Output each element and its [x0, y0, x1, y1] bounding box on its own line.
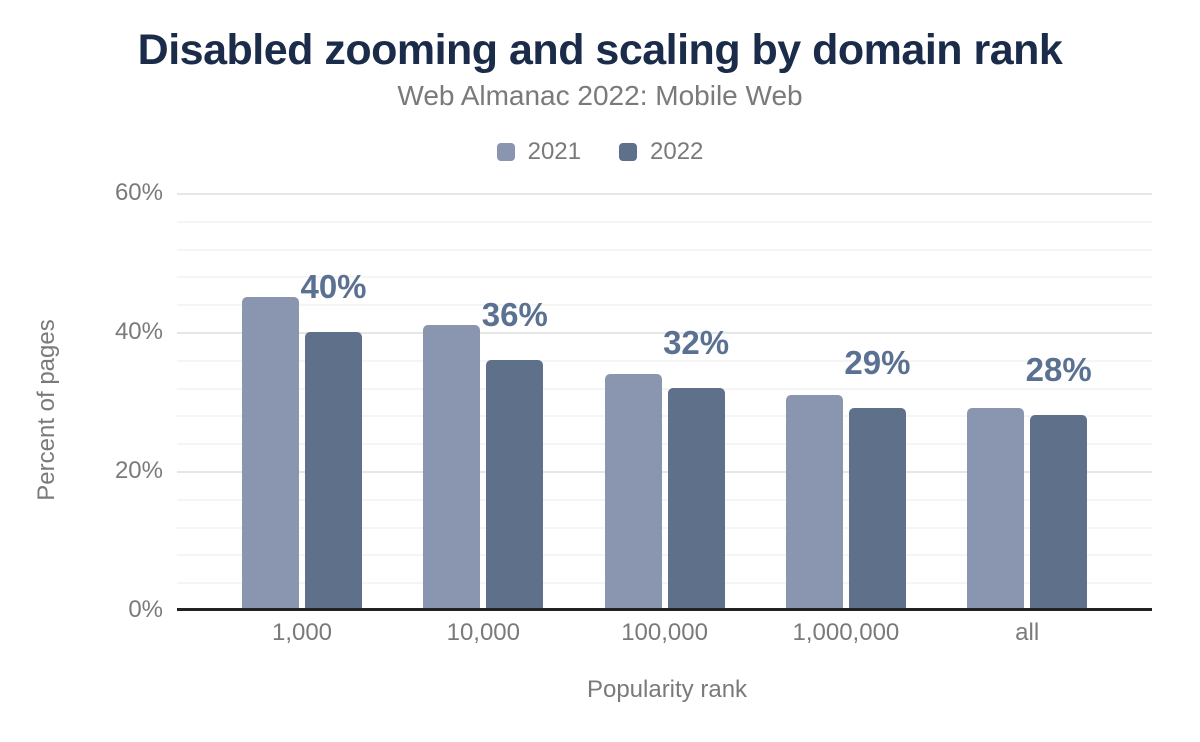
- bar-2021-1,000,000: [785, 394, 843, 610]
- bar-2021-100,000: [604, 373, 662, 610]
- legend-label-2022: 2022: [650, 138, 704, 165]
- major-gridline: [177, 332, 1152, 334]
- bar-value-label: 29%: [844, 344, 911, 382]
- minor-gridline: [177, 276, 1152, 279]
- legend-item-2022: 2022: [619, 138, 703, 166]
- x-tick-label: 100,000: [621, 619, 708, 646]
- bar-2022-10,000: [486, 359, 544, 610]
- bar-value-label: 36%: [481, 295, 548, 333]
- chart-subtitle: Web Almanac 2022: Mobile Web: [397, 80, 803, 111]
- x-axis-line: [177, 608, 1152, 611]
- bar-value-label: 40%: [300, 268, 367, 305]
- bar-2022-all: [1030, 415, 1088, 610]
- bar-value-label: 32%: [663, 323, 730, 361]
- x-tick-label: all: [1015, 619, 1040, 646]
- minor-gridline: [177, 220, 1152, 223]
- minor-gridline: [177, 554, 1152, 557]
- x-tick-label: 1,000: [271, 619, 333, 646]
- minor-gridline: [177, 415, 1152, 418]
- minor-gridline: [177, 248, 1152, 251]
- bar-value-label: 28%: [1025, 351, 1092, 389]
- major-gridline: [177, 193, 1152, 195]
- bar-2022-1,000,000: [848, 408, 906, 610]
- y-tick-label: 0%: [128, 596, 163, 623]
- minor-gridline: [177, 526, 1152, 529]
- bar-2022-100,000: [667, 387, 725, 610]
- plot-area: 40% 36% 32% 29% 28%: [177, 193, 1152, 610]
- bar-2021-10,000: [423, 325, 481, 610]
- minor-gridline: [177, 582, 1152, 585]
- x-axis-title: Popularity rank: [586, 676, 748, 703]
- legend-item-2021: 2021: [496, 138, 581, 166]
- legend-label-2021: 2021: [527, 138, 581, 165]
- x-tick-label: 1,000,000: [792, 619, 900, 646]
- bar-2022-1,000: [305, 332, 362, 610]
- legend-swatch-2021: [496, 143, 515, 161]
- minor-gridline: [177, 387, 1152, 390]
- y-tick-label: 40%: [114, 318, 163, 345]
- minor-gridline: [177, 304, 1152, 307]
- chart-title: Disabled zooming and scaling by domain r…: [137, 26, 1063, 74]
- minor-gridline: [177, 359, 1152, 362]
- bar-2021-1,000: [242, 297, 299, 610]
- y-tick-label: 60%: [114, 179, 163, 206]
- x-tick-label: 10,000: [446, 619, 520, 646]
- major-gridline: [177, 471, 1152, 473]
- minor-gridline: [177, 498, 1152, 501]
- y-tick-label: 20%: [114, 457, 163, 484]
- minor-gridline: [177, 443, 1152, 446]
- legend: 2021 2022: [0, 138, 1200, 166]
- legend-swatch-2022: [619, 143, 637, 161]
- bar-2021-all: [967, 408, 1025, 610]
